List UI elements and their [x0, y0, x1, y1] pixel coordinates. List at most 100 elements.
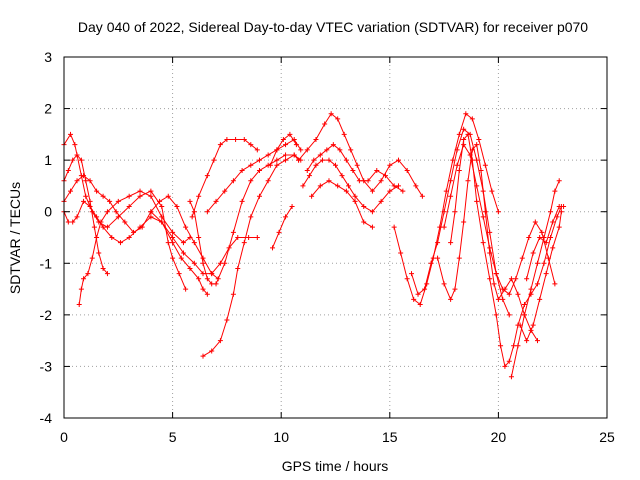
series-sat-18	[409, 126, 512, 318]
data-point	[233, 137, 239, 143]
data-point	[217, 260, 223, 266]
data-point	[548, 235, 554, 240]
data-point	[126, 193, 132, 199]
data-point	[313, 137, 319, 143]
data-point	[196, 235, 202, 240]
data-point	[335, 116, 341, 122]
data-point	[339, 173, 345, 179]
data-point	[461, 219, 467, 225]
data-point	[117, 240, 123, 246]
data-point	[217, 338, 223, 344]
data-point	[298, 147, 304, 153]
data-point	[435, 255, 441, 261]
data-point	[441, 224, 447, 230]
data-point	[506, 291, 512, 297]
data-point	[330, 142, 336, 148]
data-point	[196, 276, 202, 282]
data-point	[104, 224, 110, 230]
data-point	[537, 235, 543, 240]
data-point	[346, 183, 352, 189]
data-point	[74, 152, 80, 158]
data-point	[107, 198, 113, 204]
data-point	[506, 312, 512, 318]
data-point	[556, 178, 562, 184]
data-point	[65, 219, 71, 225]
data-point	[235, 265, 241, 271]
data-point	[409, 271, 415, 277]
data-point	[369, 209, 375, 215]
axis-ticks: 0 5 10 15 20 25 -4 -3 -2 -1 0 1 2 3	[40, 49, 615, 445]
x-tick-label: 10	[273, 429, 289, 445]
data-point	[87, 198, 93, 204]
data-point	[100, 265, 106, 271]
data-point	[280, 137, 286, 143]
data-point	[521, 302, 527, 308]
data-point	[256, 193, 262, 199]
data-point	[274, 162, 280, 168]
plot-frame	[63, 56, 608, 419]
data-point	[159, 204, 165, 210]
y-tick-label: -3	[40, 358, 53, 374]
data-point	[170, 255, 176, 261]
data-point	[180, 250, 186, 256]
data-point	[96, 250, 102, 256]
series-trace	[191, 139, 258, 218]
data-point	[256, 157, 262, 163]
data-point	[491, 281, 497, 287]
data-point	[204, 276, 210, 282]
data-point	[248, 214, 254, 220]
data-point	[541, 235, 547, 240]
data-point	[428, 260, 434, 266]
data-point	[461, 137, 467, 143]
data-point	[343, 157, 349, 163]
data-point	[83, 193, 89, 199]
series-sat-20	[448, 131, 564, 369]
data-point	[230, 178, 236, 184]
data-point	[170, 240, 176, 246]
data-point	[378, 178, 384, 184]
data-point	[500, 296, 506, 302]
data-point	[511, 343, 517, 349]
data-point	[191, 260, 197, 266]
data-point	[76, 302, 82, 308]
data-point	[524, 338, 530, 344]
data-point	[328, 111, 334, 117]
data-point	[395, 157, 401, 163]
series-trace	[298, 113, 423, 197]
data-point	[469, 157, 475, 163]
data-point	[68, 188, 74, 194]
data-point	[448, 178, 454, 184]
data-point	[176, 271, 182, 277]
data-point	[448, 296, 454, 302]
series-sat-2	[61, 152, 110, 277]
series-trace	[272, 206, 293, 249]
data-point	[395, 183, 401, 189]
data-point	[81, 276, 87, 282]
data-point	[68, 131, 74, 137]
data-point	[552, 281, 558, 287]
data-point	[213, 198, 219, 204]
data-point	[528, 286, 534, 292]
data-point	[452, 286, 458, 292]
data-point	[543, 271, 549, 277]
data-point	[304, 147, 310, 153]
data-point	[519, 255, 525, 261]
data-point	[361, 204, 367, 210]
data-point	[70, 157, 76, 163]
series-sat-16	[309, 178, 375, 230]
data-point	[283, 142, 289, 148]
data-point	[100, 224, 106, 230]
data-point	[109, 235, 115, 240]
data-point	[391, 224, 397, 230]
data-point	[369, 188, 375, 194]
series-sat-6	[148, 209, 210, 297]
data-point	[534, 260, 540, 266]
data-point	[561, 204, 567, 210]
series-trace	[437, 144, 538, 341]
data-point	[317, 183, 323, 189]
series-sat-5	[61, 198, 260, 277]
data-point	[350, 167, 356, 173]
data-point	[148, 188, 154, 194]
x-tick-label: 5	[169, 429, 177, 445]
